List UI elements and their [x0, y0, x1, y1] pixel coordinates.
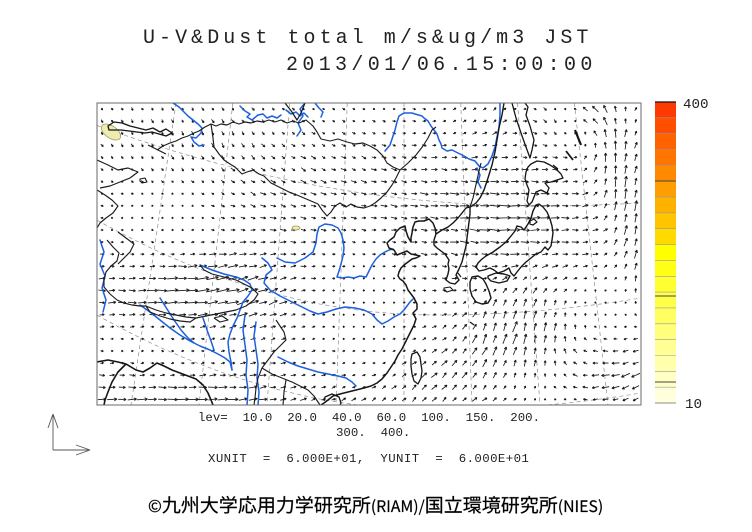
svg-text:10: 10	[685, 397, 702, 413]
svg-text:300. 400.: 300. 400.	[336, 426, 410, 440]
svg-text:XUNIT = 6.000E+01, YUNIT =: XUNIT = 6.000E+01, YUNIT = 6.000E+01	[208, 452, 529, 466]
svg-text:lev= 10.0 20.0 40.0 60.0: lev= 10.0 20.0 40.0 60.0 100. 150. 200.	[198, 411, 540, 425]
svg-text:400: 400	[683, 97, 709, 113]
svg-text:U-V&Dust total m/s&ug/m3 JST: U-V&Dust total m/s&ug/m3 JST	[143, 27, 592, 50]
svg-text:2013/01/06.15:00:00: 2013/01/06.15:00:00	[286, 54, 597, 77]
